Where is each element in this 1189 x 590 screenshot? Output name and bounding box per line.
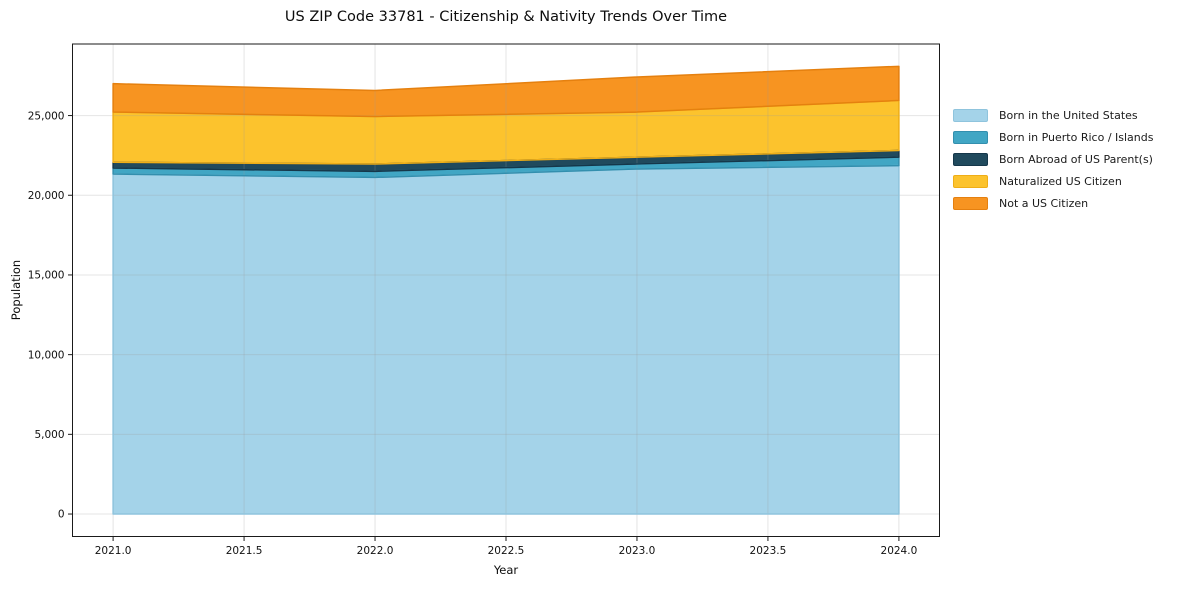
legend-label: Born in Puerto Rico / Islands: [999, 131, 1154, 144]
legend-label: Born Abroad of US Parent(s): [999, 153, 1153, 166]
y-tick-label: 0: [58, 509, 65, 521]
legend-swatch: [953, 175, 988, 188]
legend-swatch: [953, 131, 988, 144]
legend-item: Naturalized US Citizen: [953, 174, 1153, 189]
x-tick-label: 2021.5: [226, 545, 263, 557]
legend-label: Born in the United States: [999, 109, 1138, 122]
legend-item: Not a US Citizen: [953, 196, 1153, 211]
x-axis-label: Year: [493, 563, 519, 577]
legend-label: Not a US Citizen: [999, 197, 1089, 210]
x-tick-label: 2022.5: [488, 545, 525, 557]
legend-item: Born Abroad of US Parent(s): [953, 152, 1153, 167]
legend-label: Naturalized US Citizen: [999, 175, 1122, 188]
legend-swatch: [953, 109, 988, 122]
x-tick-label: 2021.0: [95, 545, 132, 557]
legend-item: Born in the United States: [953, 108, 1153, 123]
x-tick-label: 2024.0: [881, 545, 918, 557]
y-tick-label: 25,000: [28, 110, 65, 122]
y-tick-label: 15,000: [28, 270, 65, 282]
legend-swatch: [953, 197, 988, 210]
area-series-3: [113, 100, 899, 165]
legend: Born in the United States Born in Puerto …: [953, 108, 1153, 218]
y-tick-label: 5,000: [34, 429, 64, 441]
legend-swatch: [953, 153, 988, 166]
x-tick-label: 2023.0: [619, 545, 656, 557]
legend-item: Born in Puerto Rico / Islands: [953, 130, 1153, 145]
x-tick-label: 2022.0: [357, 545, 394, 557]
chart-title: US ZIP Code 33781 - Citizenship & Nativi…: [284, 9, 728, 25]
x-tick-label: 2023.5: [750, 545, 787, 557]
area-outline-4: [112, 65, 900, 118]
area-series-1: [113, 157, 899, 178]
y-tick-label: 10,000: [28, 349, 65, 361]
area-series-4: [113, 66, 899, 117]
area-series-0: [113, 165, 899, 515]
y-tick-label: 20,000: [28, 190, 65, 202]
